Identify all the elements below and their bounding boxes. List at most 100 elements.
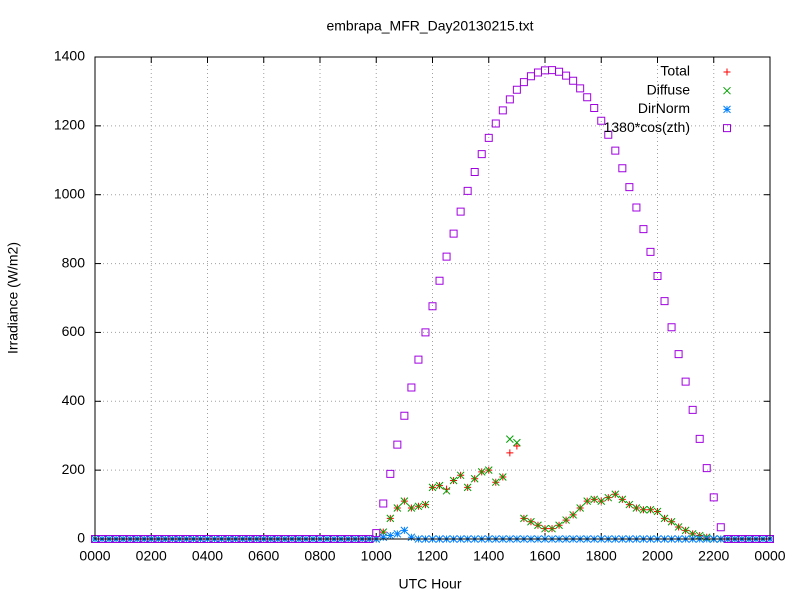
legend-label: DirNorm — [638, 100, 690, 116]
data-point — [611, 146, 620, 155]
data-point — [527, 517, 535, 526]
data-point — [463, 186, 472, 195]
data-point — [442, 252, 451, 261]
data-point — [443, 485, 451, 493]
data-point — [520, 514, 528, 523]
data-point — [597, 497, 606, 505]
data-point — [407, 383, 416, 392]
x-tick-label: 0000 — [754, 548, 785, 564]
data-point — [583, 93, 592, 102]
data-point — [569, 76, 578, 85]
data-point — [639, 505, 648, 514]
x-tick-label: 0200 — [136, 548, 167, 564]
data-point — [709, 493, 718, 502]
x-tick-label: 0000 — [79, 548, 110, 564]
data-point — [569, 511, 577, 519]
data-point — [477, 468, 486, 476]
data-point — [541, 524, 549, 533]
data-point — [421, 500, 430, 509]
data-point — [618, 495, 627, 504]
data-point — [435, 481, 444, 490]
data-point — [428, 302, 437, 311]
data-point — [386, 514, 395, 523]
legend-marker — [723, 68, 731, 76]
data-point — [421, 328, 430, 337]
data-point — [674, 350, 683, 359]
data-point — [674, 523, 683, 531]
data-point — [386, 531, 395, 540]
x-tick-label: 0400 — [192, 548, 223, 564]
data-point — [597, 116, 606, 125]
data-point — [400, 526, 409, 535]
data-point — [393, 504, 402, 512]
data-point — [667, 323, 676, 332]
data-point — [590, 495, 599, 504]
data-point — [393, 440, 402, 449]
data-point — [660, 297, 669, 306]
y-tick-label: 1000 — [54, 185, 85, 201]
data-point — [526, 72, 535, 81]
data-point — [639, 225, 648, 234]
y-tick-label: 1200 — [54, 117, 85, 133]
y-tick-label: 400 — [62, 392, 86, 408]
data-point — [541, 66, 549, 75]
data-point — [372, 529, 381, 538]
data-point — [449, 476, 458, 485]
data-point — [484, 133, 493, 142]
legend-marker — [723, 86, 731, 95]
data-point — [646, 247, 655, 256]
data-point — [456, 471, 465, 480]
data-point — [695, 434, 704, 443]
data-point — [632, 504, 641, 512]
x-tick-label: 0600 — [248, 548, 279, 564]
x-tick-label: 2200 — [698, 548, 729, 564]
data-point — [414, 355, 423, 364]
data-point — [470, 167, 479, 176]
data-point — [400, 497, 409, 505]
data-point — [449, 229, 458, 238]
data-point — [513, 442, 521, 450]
data-point — [548, 524, 556, 533]
data-point — [512, 85, 521, 94]
data-point — [611, 490, 620, 499]
data-point — [590, 103, 599, 112]
data-point — [562, 516, 570, 524]
data-point — [604, 130, 613, 139]
legend-label: Diffuse — [647, 81, 691, 97]
data-point — [477, 150, 486, 159]
data-point — [470, 474, 479, 483]
y-tick-label: 600 — [62, 323, 86, 339]
data-point — [625, 183, 634, 192]
data-point — [618, 164, 627, 173]
data-point — [379, 533, 388, 542]
data-point — [442, 486, 451, 495]
data-point — [505, 435, 514, 444]
data-point — [484, 466, 493, 474]
data-point — [632, 203, 641, 212]
data-point — [576, 504, 585, 512]
data-point — [681, 526, 690, 535]
data-point — [428, 483, 437, 492]
data-point — [491, 478, 500, 487]
data-point — [555, 67, 564, 76]
x-tick-label: 0800 — [304, 548, 335, 564]
data-point — [491, 119, 500, 128]
data-point — [604, 493, 613, 502]
y-tick-label: 200 — [62, 461, 86, 477]
legend-marker — [723, 105, 731, 114]
data-point — [498, 106, 507, 115]
data-point — [555, 521, 563, 530]
data-point — [506, 449, 514, 457]
y-axis-label: Irradiance (W/m2) — [5, 242, 21, 354]
y-tick-label: 1400 — [54, 48, 85, 64]
legend-label: Total — [660, 63, 690, 79]
data-point — [533, 68, 542, 77]
data-point — [505, 95, 514, 104]
data-point — [513, 438, 521, 447]
data-point — [702, 464, 711, 473]
data-point — [625, 500, 634, 509]
data-point — [716, 523, 725, 532]
data-point — [653, 271, 662, 280]
data-point — [407, 533, 416, 542]
